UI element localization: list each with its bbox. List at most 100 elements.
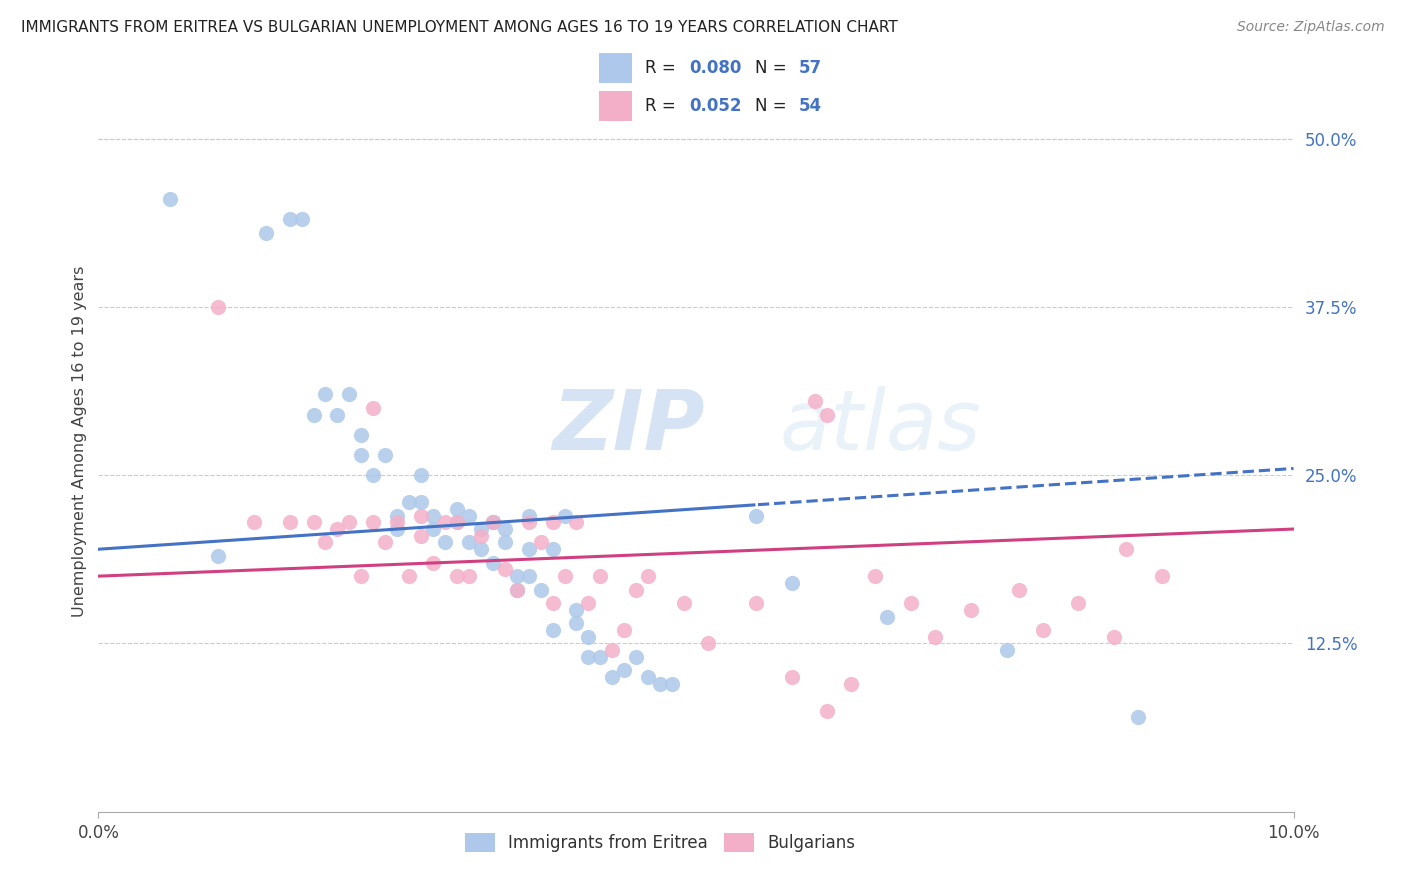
Point bbox=[565, 616, 588, 631]
Point bbox=[363, 516, 385, 530]
Point bbox=[315, 535, 337, 549]
Point bbox=[374, 448, 396, 462]
Point bbox=[446, 516, 468, 530]
Point bbox=[924, 630, 946, 644]
Point bbox=[876, 609, 898, 624]
Point bbox=[541, 623, 564, 637]
Point bbox=[780, 575, 803, 590]
Point bbox=[422, 522, 444, 536]
Point bbox=[363, 401, 385, 415]
Bar bbox=[599, 91, 631, 120]
Point bbox=[554, 508, 576, 523]
Y-axis label: Unemployment Among Ages 16 to 19 years: Unemployment Among Ages 16 to 19 years bbox=[72, 266, 87, 617]
Point bbox=[517, 542, 540, 557]
Point bbox=[339, 516, 361, 530]
Point bbox=[602, 670, 624, 684]
Point bbox=[278, 516, 301, 530]
Point bbox=[470, 542, 492, 557]
Point bbox=[565, 516, 588, 530]
Point bbox=[398, 569, 420, 583]
Point bbox=[626, 582, 648, 597]
Point bbox=[995, 643, 1018, 657]
Point bbox=[422, 508, 444, 523]
Point bbox=[578, 649, 600, 664]
Point bbox=[1104, 630, 1126, 644]
Point bbox=[458, 569, 481, 583]
Text: ZIP: ZIP bbox=[553, 386, 706, 467]
Point bbox=[315, 387, 337, 401]
Point bbox=[482, 516, 505, 530]
Point bbox=[446, 501, 468, 516]
Point bbox=[780, 670, 803, 684]
Point bbox=[613, 664, 636, 678]
Point bbox=[350, 569, 373, 583]
Point bbox=[350, 427, 373, 442]
Point bbox=[506, 569, 529, 583]
Point bbox=[411, 495, 433, 509]
Point bbox=[1115, 542, 1137, 557]
Point bbox=[302, 408, 325, 422]
Point bbox=[697, 636, 720, 650]
Point bbox=[589, 649, 612, 664]
Point bbox=[385, 508, 409, 523]
Point bbox=[1067, 596, 1090, 610]
Point bbox=[302, 516, 325, 530]
Point bbox=[243, 516, 266, 530]
Point bbox=[626, 649, 648, 664]
Point bbox=[446, 516, 468, 530]
Point bbox=[385, 516, 409, 530]
Point bbox=[517, 569, 540, 583]
Point bbox=[650, 677, 672, 691]
Text: 57: 57 bbox=[799, 59, 823, 77]
Text: atlas: atlas bbox=[779, 386, 981, 467]
Point bbox=[541, 596, 564, 610]
Text: R =: R = bbox=[645, 59, 682, 77]
Point bbox=[411, 529, 433, 543]
Point bbox=[434, 516, 457, 530]
Text: Source: ZipAtlas.com: Source: ZipAtlas.com bbox=[1237, 20, 1385, 34]
Point bbox=[446, 569, 468, 583]
Point bbox=[374, 535, 396, 549]
Point bbox=[565, 603, 588, 617]
Point bbox=[578, 596, 600, 610]
Point bbox=[1032, 623, 1054, 637]
Point bbox=[815, 704, 838, 718]
Point bbox=[494, 562, 516, 576]
Point bbox=[804, 394, 827, 409]
Point bbox=[1152, 569, 1174, 583]
Point bbox=[291, 212, 314, 227]
Point bbox=[506, 582, 529, 597]
Point bbox=[363, 468, 385, 483]
Point bbox=[159, 192, 181, 206]
Point bbox=[661, 677, 683, 691]
Point bbox=[517, 516, 540, 530]
Point bbox=[339, 387, 361, 401]
Point bbox=[745, 508, 768, 523]
Point bbox=[470, 529, 492, 543]
Point bbox=[385, 522, 409, 536]
Point bbox=[411, 508, 433, 523]
Point bbox=[482, 556, 505, 570]
Point bbox=[960, 603, 983, 617]
Point bbox=[207, 300, 229, 314]
Point bbox=[530, 535, 553, 549]
Point bbox=[482, 516, 505, 530]
Point bbox=[506, 582, 529, 597]
Text: R =: R = bbox=[645, 97, 682, 115]
Point bbox=[589, 569, 612, 583]
Point bbox=[458, 535, 481, 549]
Point bbox=[602, 643, 624, 657]
Point bbox=[613, 623, 636, 637]
Point bbox=[673, 596, 696, 610]
Point bbox=[254, 226, 277, 240]
Point bbox=[411, 468, 433, 483]
Point bbox=[398, 495, 420, 509]
Point bbox=[541, 542, 564, 557]
Point bbox=[326, 522, 349, 536]
Point bbox=[350, 448, 373, 462]
Text: 0.052: 0.052 bbox=[689, 97, 742, 115]
Point bbox=[530, 582, 553, 597]
Point bbox=[554, 569, 576, 583]
Point bbox=[517, 508, 540, 523]
Text: 0.080: 0.080 bbox=[689, 59, 741, 77]
